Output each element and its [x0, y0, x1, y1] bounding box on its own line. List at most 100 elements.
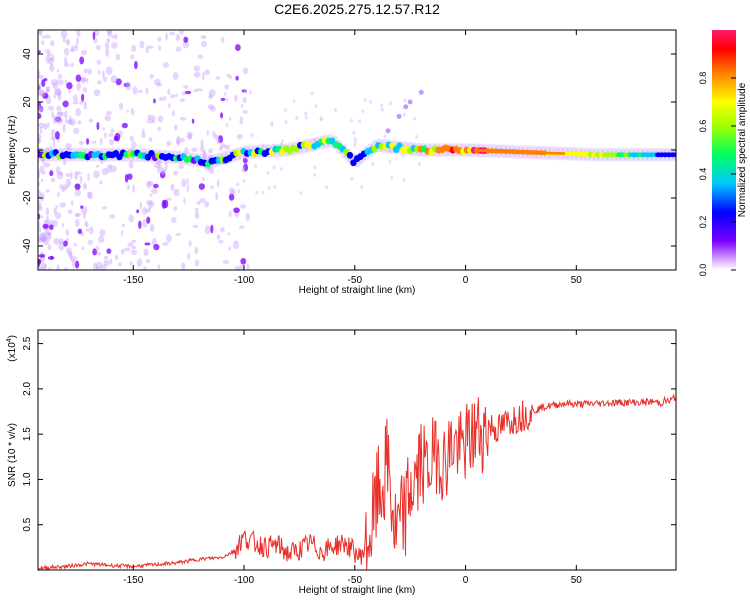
noise-dot — [167, 103, 171, 109]
noise-dot — [72, 94, 78, 103]
colorbar-gradient — [712, 30, 736, 270]
snr-x-ticks: -150 -100 -50 0 50 — [123, 330, 582, 586]
noise-dot — [127, 242, 134, 247]
noise-dot — [109, 258, 113, 266]
noise-dot — [85, 228, 90, 232]
noise-dot — [81, 246, 85, 250]
noise-dot — [151, 188, 158, 195]
noise-dot — [267, 185, 271, 190]
noise-dot — [352, 130, 356, 135]
noise-dot — [120, 229, 124, 237]
noise-dot — [360, 184, 364, 189]
noise-dot — [160, 166, 165, 175]
noise-dot — [59, 202, 66, 208]
noise-dot — [238, 225, 245, 229]
noise-dot — [77, 120, 82, 125]
noise-dot — [67, 251, 73, 258]
noise-dot — [224, 144, 231, 150]
noise-dot — [313, 172, 317, 177]
noise-dot — [92, 248, 98, 256]
noise-dot — [44, 34, 51, 39]
noise-dot — [350, 176, 354, 181]
noise-dot — [81, 93, 85, 102]
ridge-cell — [346, 151, 354, 159]
noise-dot — [39, 89, 46, 98]
noise-dot — [200, 35, 207, 40]
snr-y-label: SNR (10 * v/v) — [7, 423, 18, 487]
noise-dot — [101, 167, 109, 176]
noise-dot — [136, 209, 140, 214]
noise-dot — [65, 39, 69, 45]
noise-dot — [59, 171, 63, 176]
noise-dot — [47, 232, 51, 236]
noise-dot — [38, 213, 41, 220]
x-tick-label: -100 — [234, 275, 254, 286]
noise-dot — [109, 164, 112, 169]
noise-dot — [250, 133, 254, 138]
noise-dot — [38, 205, 43, 212]
noise-dot — [43, 123, 48, 130]
noise-dot — [40, 262, 47, 270]
noise-dot — [131, 245, 137, 250]
noise-dot — [65, 229, 70, 236]
colorbar-tick-label: 0.6 — [698, 120, 708, 133]
noise-dot — [295, 115, 299, 120]
noise-dot — [74, 171, 79, 181]
noise-dot — [115, 53, 121, 61]
noise-dot — [50, 135, 56, 141]
noise-dot — [175, 232, 182, 237]
ridge-cell — [672, 152, 676, 158]
noise-dot — [227, 232, 231, 236]
x-tick-label: -100 — [234, 575, 254, 586]
noise-dot — [239, 116, 243, 125]
noise-dot — [99, 137, 103, 146]
noise-dot — [80, 77, 87, 82]
noise-dot — [56, 264, 60, 270]
noise-dot — [182, 40, 190, 49]
noise-dot — [270, 123, 274, 128]
noise-dot — [196, 88, 203, 92]
noise-dot — [83, 101, 88, 110]
noise-dot — [38, 30, 42, 35]
noise-dot — [228, 187, 234, 195]
noise-dot — [280, 167, 284, 172]
noise-dot — [74, 218, 80, 228]
noise-dot — [186, 183, 190, 193]
noise-dot — [44, 226, 50, 236]
noise-dot — [76, 30, 81, 38]
noise-dot — [66, 82, 73, 90]
noise-dot — [79, 140, 84, 146]
noise-dot — [106, 110, 112, 116]
noise-dot — [130, 249, 138, 255]
noise-dot — [235, 75, 239, 81]
noise-dot — [45, 96, 52, 105]
noise-dot — [45, 189, 50, 193]
y-tick-label: -20 — [22, 190, 33, 205]
noise-dot — [313, 165, 317, 170]
noise-dot — [191, 118, 195, 124]
noise-dot — [92, 262, 98, 270]
noise-dot — [226, 73, 231, 78]
noise-dot — [158, 44, 162, 51]
noise-dot — [46, 121, 50, 128]
noise-dot — [56, 111, 64, 116]
noise-dot — [181, 262, 186, 270]
noise-dot — [111, 34, 115, 39]
noise-dot — [93, 89, 101, 97]
noise-dot — [312, 137, 316, 142]
noise-dot — [120, 248, 125, 255]
noise-dot — [63, 110, 68, 120]
noise-dot — [50, 129, 56, 137]
noise-dot — [179, 137, 185, 143]
noise-dot — [128, 214, 134, 223]
noise-dot — [38, 258, 42, 265]
noise-dot — [187, 133, 193, 140]
noise-dot — [74, 260, 80, 269]
noise-dot — [41, 79, 46, 88]
noise-dot — [65, 178, 72, 188]
noise-dot — [242, 67, 249, 75]
noise-dot — [212, 130, 216, 137]
noise-dot — [38, 87, 43, 97]
noise-dot — [145, 87, 149, 95]
y-tick-label: -40 — [22, 238, 33, 253]
